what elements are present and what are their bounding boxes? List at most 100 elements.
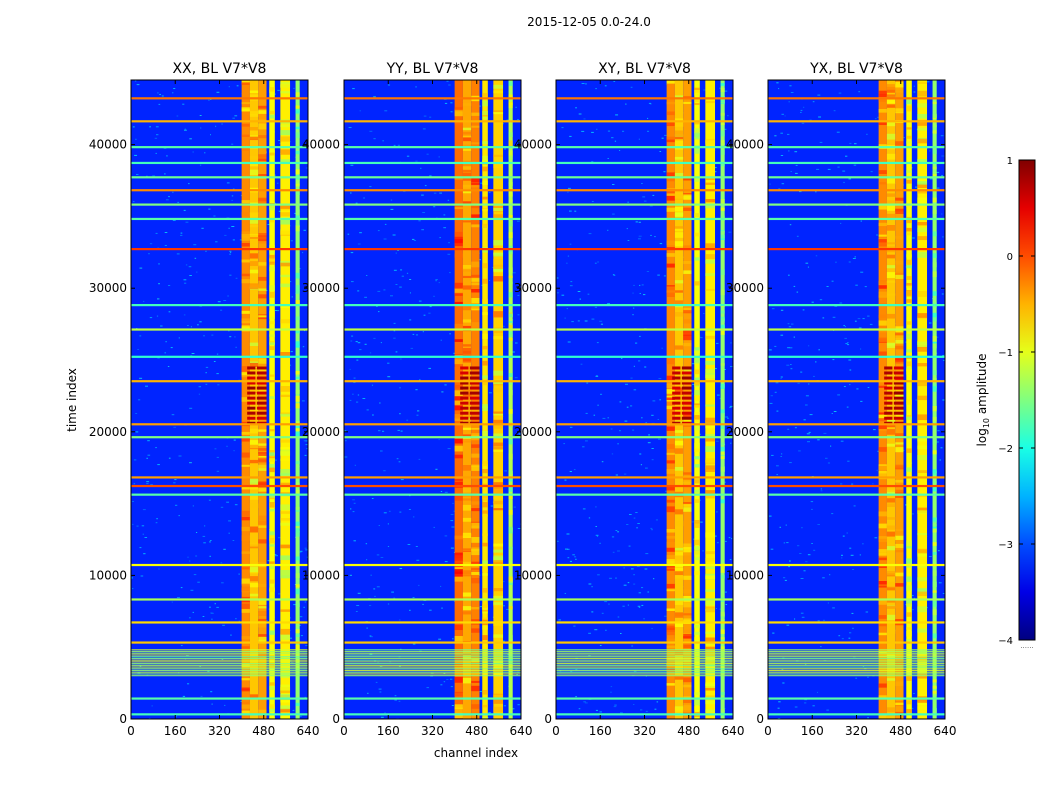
rfi-band-variation xyxy=(705,417,716,424)
noise-pixel xyxy=(418,220,421,222)
rfi-band-variation xyxy=(269,291,275,298)
rfi-band-variation xyxy=(666,111,675,116)
rfi-band-variation xyxy=(482,114,488,120)
noise-pixel xyxy=(136,525,139,527)
noise-pixel xyxy=(439,192,442,194)
rfi-band-variation xyxy=(258,288,267,291)
rfi-band-variation xyxy=(674,130,684,137)
rfi-band-variation xyxy=(705,606,716,609)
rfi-band-variation xyxy=(666,240,675,246)
dense-band-line xyxy=(131,656,308,658)
noise-pixel xyxy=(147,440,150,442)
noise-pixel xyxy=(213,361,216,362)
noise-pixel xyxy=(936,441,939,443)
rfi-time-line xyxy=(131,493,308,496)
rfi-band-variation xyxy=(917,363,928,367)
rfi-band-variation xyxy=(720,363,725,366)
rfi-band-variation xyxy=(269,152,275,156)
noise-pixel xyxy=(204,525,206,527)
noise-pixel xyxy=(200,695,203,697)
noise-pixel xyxy=(844,326,846,328)
noise-pixel xyxy=(574,556,577,558)
rfi-band-variation xyxy=(454,494,463,501)
rfi-band-variation xyxy=(471,205,480,209)
noise-pixel xyxy=(638,221,641,223)
rfi-band-variation xyxy=(674,551,684,557)
rfi-band-variation xyxy=(694,390,700,396)
rfi-band-variation xyxy=(295,588,300,595)
noise-pixel xyxy=(569,471,572,472)
noise-pixel xyxy=(232,239,235,241)
noise-pixel xyxy=(415,160,418,162)
rfi-band-variation xyxy=(674,387,684,393)
rfi-band-variation xyxy=(705,490,716,496)
noise-pixel xyxy=(234,115,238,117)
rfi-band-variation xyxy=(906,321,912,325)
rfi-band-variation xyxy=(471,389,480,394)
rfi-band-variation xyxy=(295,423,300,429)
noise-pixel xyxy=(786,624,790,626)
noise-pixel xyxy=(847,460,850,462)
rfi-band-variation xyxy=(241,437,250,442)
rfi-band-variation xyxy=(249,169,259,176)
rfi-band-variation xyxy=(694,281,700,286)
noise-pixel xyxy=(699,433,701,435)
noise-pixel xyxy=(913,693,915,694)
rfi-band-variation xyxy=(666,541,675,548)
noise-pixel xyxy=(777,707,780,709)
noise-pixel xyxy=(780,456,782,457)
noise-pixel xyxy=(845,343,848,345)
noise-pixel xyxy=(691,521,695,523)
rfi-time-line xyxy=(768,484,945,488)
rfi-time-line xyxy=(768,621,945,624)
rfi-band-variation xyxy=(471,453,480,458)
rfi-band-variation xyxy=(241,551,250,554)
rfi-band-variation xyxy=(674,140,684,147)
noise-pixel xyxy=(190,326,192,328)
noise-pixel xyxy=(198,386,202,388)
rfi-band-variation xyxy=(508,275,513,279)
noise-pixel xyxy=(593,414,596,416)
rfi-band-variation xyxy=(462,170,472,173)
rfi-band-variation xyxy=(666,426,675,431)
rfi-band-variation xyxy=(666,535,675,539)
burst-blob xyxy=(247,406,256,410)
noise-pixel xyxy=(391,591,394,593)
noise-pixel xyxy=(303,440,306,442)
noise-pixel xyxy=(657,274,660,276)
noise-pixel xyxy=(359,110,361,112)
noise-pixel xyxy=(374,595,376,597)
noise-pixel xyxy=(380,557,384,558)
noise-pixel xyxy=(479,105,481,107)
noise-pixel xyxy=(209,606,211,608)
rfi-band-variation xyxy=(694,415,700,420)
rfi-band-variation xyxy=(280,555,291,561)
rfi-band-variation xyxy=(932,523,937,527)
noise-pixel xyxy=(941,175,943,177)
rfi-band-variation xyxy=(269,110,275,115)
noise-pixel xyxy=(383,512,387,514)
noise-pixel xyxy=(503,581,505,582)
rfi-band-variation xyxy=(508,248,513,253)
noise-pixel xyxy=(769,183,771,185)
noise-pixel xyxy=(905,604,907,606)
rfi-band-variation xyxy=(508,576,513,582)
noise-pixel xyxy=(600,323,604,325)
rfi-band-variation xyxy=(932,386,937,392)
rfi-band-variation xyxy=(269,114,275,119)
rfi-band-variation xyxy=(683,696,692,699)
noise-pixel xyxy=(727,417,729,419)
rfi-band-variation xyxy=(895,464,904,470)
rfi-band-variation xyxy=(241,464,250,467)
rfi-time-line xyxy=(131,641,308,644)
noise-pixel xyxy=(715,608,717,609)
noise-pixel xyxy=(877,450,879,452)
rfi-band-variation xyxy=(454,555,463,561)
noise-pixel xyxy=(632,314,634,316)
noise-pixel xyxy=(395,351,398,353)
rfi-band-variation xyxy=(269,285,275,291)
noise-pixel xyxy=(663,275,666,277)
rfi-band-variation xyxy=(280,633,291,640)
rfi-band-variation xyxy=(454,122,463,125)
noise-pixel xyxy=(633,284,635,286)
